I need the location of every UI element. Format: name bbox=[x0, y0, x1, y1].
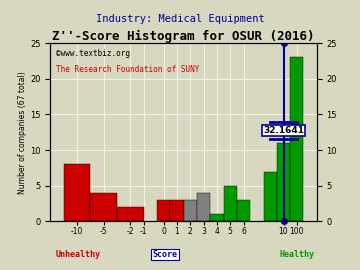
Bar bbox=[264, 171, 277, 221]
Bar bbox=[90, 193, 117, 221]
Bar bbox=[117, 207, 144, 221]
Y-axis label: Number of companies (67 total): Number of companies (67 total) bbox=[18, 71, 27, 194]
Bar bbox=[237, 200, 250, 221]
Text: Score: Score bbox=[152, 250, 177, 259]
Bar bbox=[157, 200, 170, 221]
Text: Healthy: Healthy bbox=[279, 250, 314, 259]
Bar bbox=[277, 143, 290, 221]
Text: Industry: Medical Equipment: Industry: Medical Equipment bbox=[96, 14, 264, 24]
Bar bbox=[290, 58, 303, 221]
Title: Z''-Score Histogram for OSUR (2016): Z''-Score Histogram for OSUR (2016) bbox=[52, 30, 315, 43]
Text: ©www.textbiz.org: ©www.textbiz.org bbox=[56, 49, 130, 58]
Bar bbox=[184, 200, 197, 221]
Bar bbox=[170, 200, 184, 221]
Bar bbox=[224, 186, 237, 221]
Text: The Research Foundation of SUNY: The Research Foundation of SUNY bbox=[56, 65, 199, 74]
Text: Unhealthy: Unhealthy bbox=[56, 250, 101, 259]
Text: 32.1641: 32.1641 bbox=[263, 126, 304, 135]
Bar bbox=[197, 193, 210, 221]
Bar bbox=[64, 164, 90, 221]
Bar bbox=[210, 214, 224, 221]
